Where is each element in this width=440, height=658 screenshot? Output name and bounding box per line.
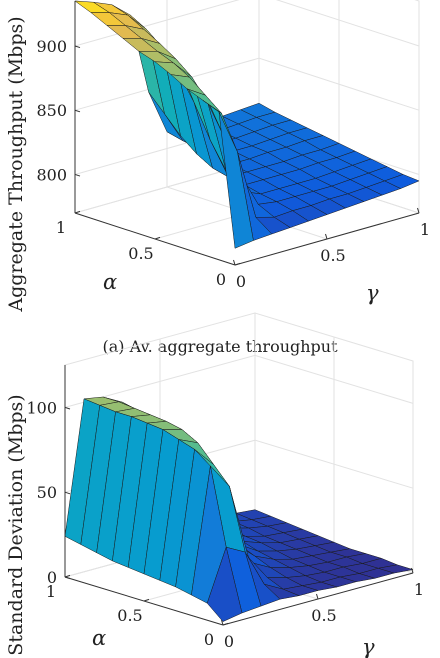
y-tickmark [154, 236, 161, 240]
surface-face [206, 546, 243, 622]
y-tick-label: 1 [56, 218, 66, 237]
x-tickmark [316, 593, 319, 600]
x-tick-label: 1 [414, 580, 424, 599]
z-tickmark [64, 576, 71, 580]
caption-a: (a) Av. aggregate throughput [102, 337, 338, 356]
surface-b [64, 396, 414, 622]
ticks-a: 800 850 900 0 0.5 1 0 0.5 1 [36, 1, 430, 291]
y-tickmark [222, 622, 229, 626]
x-tick-label: 1 [420, 220, 430, 239]
xlabel-a: γ [366, 281, 379, 305]
surface-plot-throughput: 800 850 900 0 0.5 1 0 0.5 1 Aggregate Throughput… [5, 0, 430, 313]
x-tickmark [233, 259, 236, 266]
x-tick-label: 0.5 [311, 606, 336, 625]
z-tickmark [74, 173, 81, 177]
x-tick-label: 0.5 [320, 246, 345, 265]
ylabel-b: α [92, 626, 106, 650]
y-tickmark [234, 262, 241, 266]
x-tick-label: 0 [236, 272, 246, 291]
z-gridline [74, 57, 420, 111]
surface-a [74, 0, 420, 249]
y-tick-label: 0 [216, 270, 226, 289]
z-tick-label: 100 [26, 398, 57, 417]
surface-face [218, 111, 254, 249]
x-tickmark [325, 233, 328, 240]
y-tick-label: 0 [204, 630, 214, 649]
z-tickmark [64, 406, 71, 410]
y-tickmark [143, 598, 150, 602]
x-tickmark [417, 207, 420, 214]
z-gridline [64, 354, 414, 408]
y-tick-label: 1 [46, 582, 56, 601]
z-tickmark [74, 109, 81, 113]
ylabel-a: α [103, 270, 117, 294]
zlabel-b: Standard Deviation (Mbps) [5, 394, 27, 655]
z-tick-label: 0 [47, 568, 57, 587]
z-tick-label: 850 [36, 101, 67, 120]
x-tick-label: 0 [224, 632, 234, 651]
y-tick-label: 0.5 [128, 244, 153, 263]
x-tickmark [411, 567, 414, 574]
z-tick-label: 900 [36, 37, 67, 56]
zlabel-a: Aggregate Throughput (Mbps) [5, 16, 27, 312]
xlabel-b: γ [362, 635, 375, 658]
y-tickmark [74, 210, 81, 214]
z-tickmark [64, 491, 71, 495]
x-tickmark [221, 619, 224, 626]
z-tick-label: 800 [36, 165, 67, 184]
z-tick-label: 50 [37, 483, 57, 502]
y-tickmark [64, 574, 71, 578]
y-tick-label: 0.5 [117, 606, 142, 625]
z-tickmark [74, 45, 81, 49]
